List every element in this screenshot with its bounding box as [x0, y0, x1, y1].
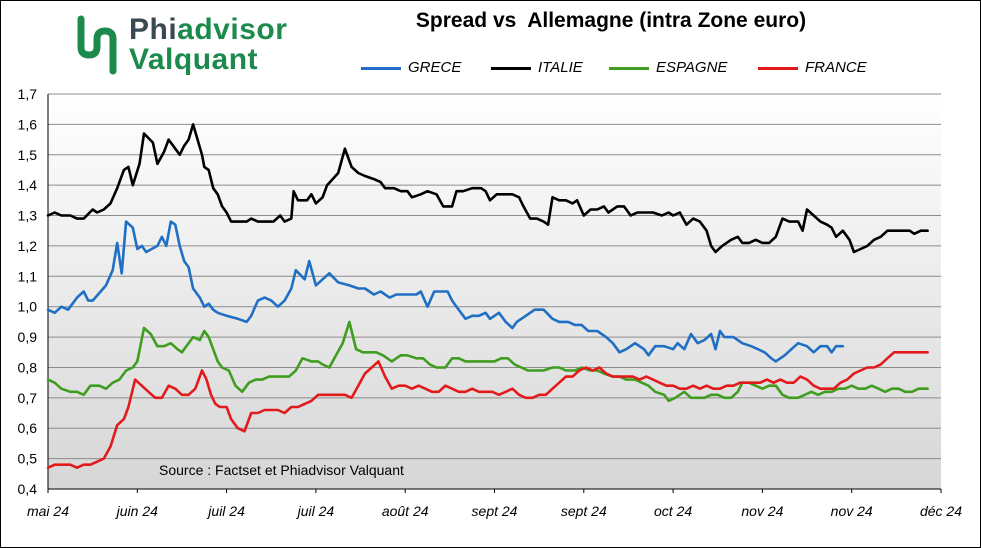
logo-text-valquant: Valquant [129, 43, 259, 76]
legend-label-espagne: ESPAGNE [656, 59, 728, 76]
logo-text-advisor: advisor [177, 13, 288, 46]
legend-swatch-france [758, 67, 798, 70]
y-tick-label: 1,0 [18, 299, 38, 315]
x-tick-label: mai 24 [27, 503, 69, 519]
x-tick-label: juin 24 [115, 503, 158, 519]
y-tick-labels: 0,4 0,5 0,6 0,7 0,8 0,9 1,0 1,1 1,2 1,3 1,4 1,5 1,6 1… [18, 86, 38, 497]
logo-text-phi: Phi [129, 13, 178, 46]
axes [47, 94, 942, 493]
series-line-france [46, 350, 929, 470]
x-tick-label: nov 24 [831, 503, 873, 519]
x-tick-label: nov 24 [741, 503, 783, 519]
y-tick-label: 0,5 [18, 451, 38, 467]
y-tick-label: 0,9 [18, 329, 38, 345]
legend-label-grece: GRECE [408, 59, 462, 76]
x-tick-label: juil 24 [296, 503, 335, 519]
y-tick-label: 1,5 [18, 147, 38, 163]
series-line-italie [46, 123, 929, 254]
legend-label-france: FRANCE [805, 59, 867, 76]
y-tick-label: 1,3 [18, 208, 38, 224]
x-tick-label: sept 24 [561, 503, 607, 519]
phi-logo-icon [77, 15, 117, 75]
y-tick-label: 0,8 [18, 359, 38, 375]
y-tick-label: 1,2 [18, 238, 38, 254]
series-line-grece [46, 220, 845, 363]
y-tick-label: 0,7 [18, 390, 38, 406]
logo-text-phiadvisor: Phiadvisor [129, 15, 287, 45]
phiadvisor-valquant-logo: Phiadvisor Valquant [73, 13, 293, 79]
legend-swatch-italie [491, 67, 531, 70]
y-tick-label: 1,7 [18, 86, 38, 102]
source-note: Source : Factset et Phiadvisor Valquant [159, 462, 404, 478]
legend-swatch-grece [361, 67, 401, 70]
y-tick-label: 1,6 [18, 116, 38, 132]
grid-lines [48, 93, 941, 460]
x-tick-label: sept 24 [472, 503, 518, 519]
chart-title: Spread vs Allemagne (intra Zone euro) [415, 9, 807, 32]
y-tick-label: 1,1 [18, 268, 38, 284]
x-tick-label: oct 24 [654, 503, 692, 519]
chart-legend: GRECE ITALIE ESPAGNE FRANCE [361, 58, 961, 78]
plot-background [48, 94, 941, 489]
x-tick-labels: mai 24 juin 24 juil 24 juil 24 août 24 sept 2… [27, 503, 962, 519]
series-line-espagne [46, 320, 929, 403]
y-tick-label: 0,4 [18, 481, 38, 497]
x-tick-label: déc 24 [920, 503, 962, 519]
y-tick-label: 0,6 [18, 420, 38, 436]
legend-label-italie: ITALIE [538, 59, 583, 76]
x-tick-label: août 24 [382, 503, 429, 519]
series-lines [46, 123, 929, 470]
y-tick-label: 1,4 [18, 177, 38, 193]
x-tick-label: juil 24 [206, 503, 245, 519]
legend-swatch-espagne [609, 67, 649, 70]
